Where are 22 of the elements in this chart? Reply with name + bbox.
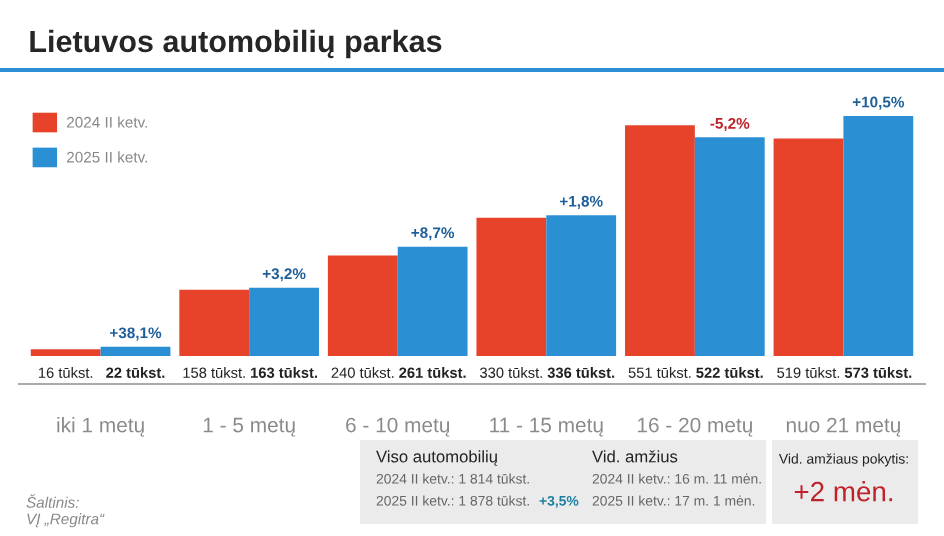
bar: [397, 246, 468, 356]
bar: [249, 287, 319, 356]
bar: [773, 138, 844, 356]
x-tick-label: 16 - 20 metų: [637, 417, 753, 437]
x-tick-label: 6 - 10 metų: [346, 417, 450, 437]
text: +2 mėn.: [794, 481, 893, 502]
bar: [694, 137, 765, 356]
bar: [179, 289, 250, 356]
bar: [30, 349, 101, 356]
x-tick-label: iki 1 metų: [57, 417, 145, 437]
x-tick-label: 11 - 15 metų: [490, 417, 603, 437]
x-tick-label: nuo 21 metų: [786, 417, 901, 437]
bar: [327, 255, 398, 356]
x-tick-label: 1 - 5 metų: [203, 417, 295, 437]
bar: [476, 217, 547, 356]
bar: [100, 346, 171, 356]
bar: [625, 125, 695, 356]
bar: [843, 116, 914, 356]
text: Viso automobilių: [376, 450, 498, 466]
chart-title: Lietuvos automobilių parkas: [30, 29, 442, 59]
text: Vid. amžius: [592, 450, 678, 463]
bar: [546, 215, 617, 356]
